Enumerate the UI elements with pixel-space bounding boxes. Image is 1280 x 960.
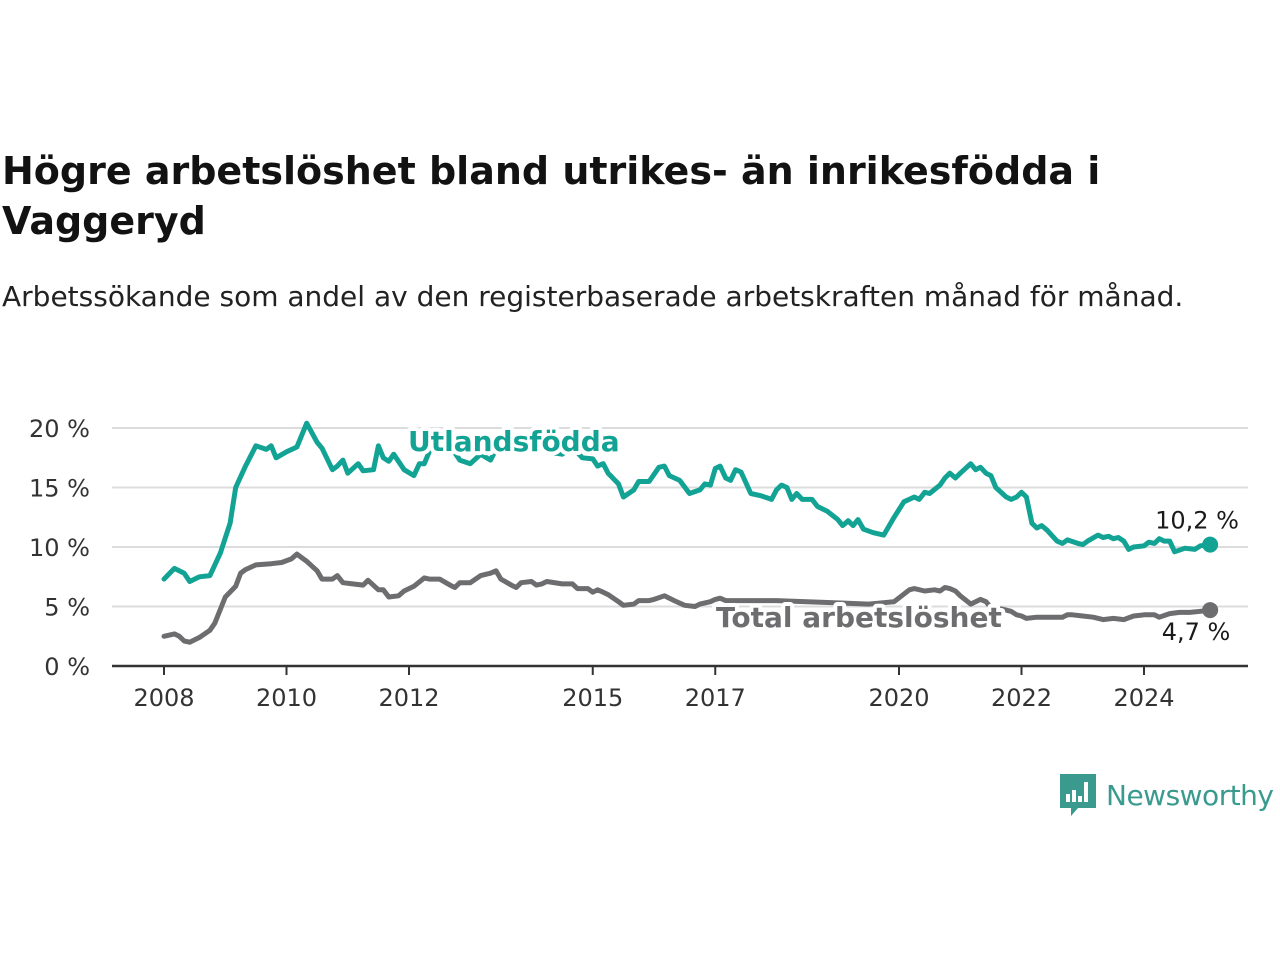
x-tick-label: 2017	[685, 684, 746, 712]
series-label-total: Total arbetslöshet	[716, 601, 1002, 634]
y-tick-label: 15 %	[29, 475, 90, 503]
end-point-marker	[1202, 602, 1219, 619]
series-label-utlandsfodda: Utlandsfödda	[408, 425, 620, 458]
end-point-marker	[1202, 536, 1219, 553]
brand-name: Newsworthy	[1106, 778, 1274, 812]
series-label-utlandsfodda-halo: Utlandsfödda	[408, 425, 620, 458]
x-tick-label: 2024	[1113, 684, 1174, 712]
x-tick-label: 2008	[133, 684, 194, 712]
y-tick-label: 10 %	[29, 534, 90, 562]
line-chart: 0 %5 %10 %15 %20 % 2008 2010 2012 2015 2017 2…	[29, 415, 1248, 712]
newsworthy-logo: Newsworthy	[1058, 772, 1274, 818]
x-tick-label: 2015	[562, 684, 623, 712]
grid-lines	[112, 427, 1248, 608]
series-line-utlandsfodda	[161, 420, 1213, 584]
chart-subtitle: Arbetssökande som andel av den registerb…	[2, 280, 1184, 313]
y-tick-label: 5 %	[44, 594, 90, 622]
bar-chart-bubble-icon	[1060, 774, 1096, 816]
x-tick-label: 2012	[378, 684, 439, 712]
x-tick-label: 2022	[991, 684, 1052, 712]
end-value-label-utlandsfodda: 10,2 %	[1155, 507, 1239, 535]
x-axis-ticks: 2008 2010 2012 2015 2017 2020 2022 2024	[112, 664, 1248, 712]
x-tick-label: 2010	[256, 684, 317, 712]
chart-title: Högre arbetslöshet bland utrikes- än inr…	[2, 149, 1101, 243]
y-tick-label: 20 %	[29, 415, 90, 443]
end-value-label-total: 4,7 %	[1162, 618, 1231, 646]
series-line-total	[161, 551, 1213, 645]
y-tick-label: 0 %	[44, 653, 90, 681]
series-lines	[161, 420, 1219, 645]
series-label-total-halo: Total arbetslöshet	[716, 601, 1002, 634]
y-axis-ticks: 0 % 5 % 10 % 15 % 20 %	[29, 415, 90, 681]
x-tick-label: 2020	[868, 684, 929, 712]
